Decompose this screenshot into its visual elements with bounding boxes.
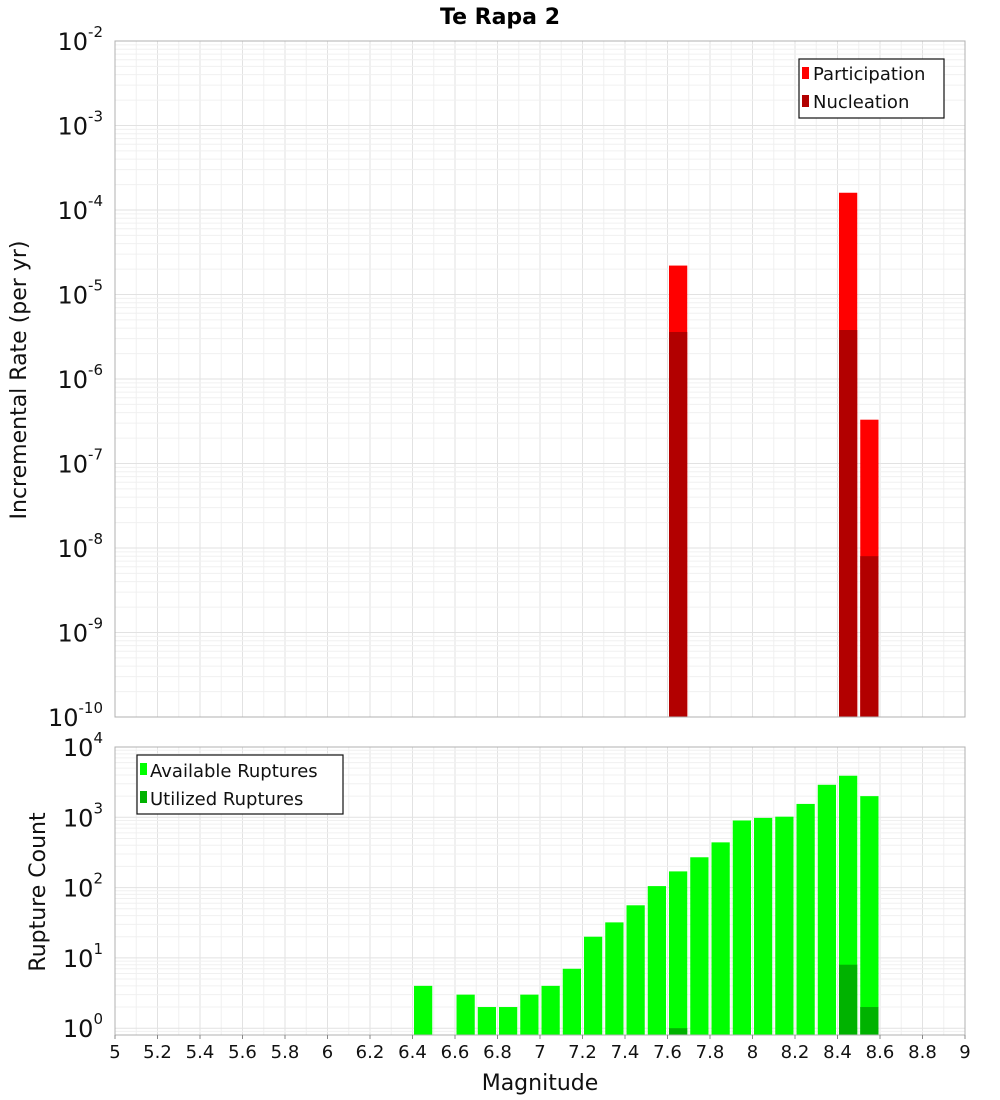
top-legend: Participation Nucleation (798, 58, 945, 119)
x-axis-label: Magnitude (482, 1071, 599, 1096)
bottom-legend-box (136, 754, 344, 815)
x-tick-label: 8.2 (781, 1042, 810, 1063)
x-tick-label: 5.2 (143, 1042, 172, 1063)
x-tick-label: 5.8 (271, 1042, 300, 1063)
bottom-bar-available-ruptures (414, 985, 433, 1035)
legend-label-available: Available Ruptures (150, 761, 318, 782)
x-tick-label: 7.2 (568, 1042, 597, 1063)
x-tick-label: 6.8 (483, 1042, 512, 1063)
legend-label-nucleation: Nucleation (813, 92, 909, 113)
legend-swatch-utilized (140, 791, 147, 803)
bottom-bar-available-ruptures (477, 1007, 496, 1035)
top-y-tick-label: 10-4 (57, 192, 103, 225)
bottom-bar-available-ruptures (605, 922, 624, 1035)
x-tick-label: 7 (534, 1042, 545, 1063)
top-y-axis-label: Incremental Rate (per yr) (7, 241, 32, 520)
bottom-y-tick-label: 100 (63, 1010, 103, 1043)
bottom-bar-available-ruptures (711, 842, 730, 1035)
bottom-bar-available-ruptures (647, 886, 666, 1035)
top-plot-frame (114, 40, 966, 718)
x-tick-label: 6.2 (356, 1042, 385, 1063)
top-y-tick-label: 10-5 (57, 277, 103, 310)
bottom-bar-available-ruptures (541, 985, 560, 1035)
legend-swatch-participation (802, 67, 809, 79)
top-y-ticks: 10-10 10-9 10-8 10-7 10-6 10-5 10-4 10-3 10-2 (48, 23, 103, 732)
bottom-bar-available-ruptures (860, 796, 879, 1035)
bottom-bars (414, 775, 879, 1035)
bottom-legend: Available Ruptures Utilized Ruptures (136, 754, 344, 815)
x-tick-label: 8 (747, 1042, 758, 1063)
x-tick-label: 6.4 (398, 1042, 427, 1063)
bottom-bar-utilized-ruptures (860, 1007, 879, 1035)
bottom-bar-utilized-ruptures (669, 1028, 688, 1035)
x-tick-label: 7.8 (696, 1042, 725, 1063)
bottom-y-ticks: 100 101 102 103 104 (63, 729, 103, 1043)
legend-label-utilized: Utilized Ruptures (150, 789, 303, 810)
bottom-bar-available-ruptures (499, 1007, 518, 1035)
bottom-panel: 100 101 102 103 104 5 5.2 5.4 5.6 5.8 6 6.2 6.4 6.6 6… (26, 729, 971, 1096)
top-y-tick-label: 10-2 (57, 23, 103, 56)
top-bars (669, 192, 879, 717)
bottom-bar-available-ruptures (796, 803, 815, 1035)
top-bar-nucleation (839, 330, 858, 717)
top-y-tick-label: 10-3 (57, 108, 103, 141)
top-y-tick-label: 10-7 (57, 446, 103, 479)
x-tick-label: 8.8 (908, 1042, 937, 1063)
top-y-tick-label: 10-9 (57, 615, 103, 648)
legend-swatch-available (140, 763, 147, 775)
top-bar-nucleation (669, 331, 688, 717)
x-tick-label: 8.4 (823, 1042, 852, 1063)
top-panel: 10-10 10-9 10-8 10-7 10-6 10-5 10-4 10-3 10-2 In… (7, 23, 966, 732)
top-y-tick-label: 10-10 (48, 699, 103, 732)
bottom-y-tick-label: 101 (63, 940, 103, 973)
x-tick-label: 7.6 (653, 1042, 682, 1063)
x-tick-label: 5.6 (228, 1042, 257, 1063)
bottom-bar-available-ruptures (584, 936, 603, 1035)
x-tick-label: 8.6 (866, 1042, 895, 1063)
x-tick-label: 5.4 (186, 1042, 215, 1063)
bottom-bar-available-ruptures (456, 994, 475, 1035)
bottom-y-tick-label: 103 (63, 799, 103, 832)
bottom-bar-available-ruptures (775, 816, 794, 1035)
x-tick-label: 7.4 (611, 1042, 640, 1063)
bottom-bar-available-ruptures (520, 994, 539, 1035)
top-legend-box (798, 58, 945, 119)
x-tick-label: 5 (109, 1042, 120, 1063)
bottom-bar-available-ruptures (754, 817, 773, 1035)
legend-swatch-nucleation (802, 95, 809, 107)
bottom-x-ticks: 5 5.2 5.4 5.6 5.8 6 6.2 6.4 6.6 6.8 7 7.2 7.4 7.6 7.8 8… (109, 1035, 971, 1063)
x-tick-label: 9 (959, 1042, 970, 1063)
x-tick-label: 6.6 (441, 1042, 470, 1063)
top-grid (114, 41, 966, 718)
top-bar-nucleation (860, 556, 879, 717)
top-y-tick-label: 10-8 (57, 530, 103, 563)
bottom-y-tick-label: 104 (63, 729, 103, 762)
x-tick-label: 6 (322, 1042, 333, 1063)
chart-title: Te Rapa 2 (440, 5, 560, 30)
bottom-y-tick-label: 102 (63, 870, 103, 903)
top-y-tick-label: 10-6 (57, 361, 103, 394)
bottom-y-axis-label: Rupture Count (26, 812, 51, 972)
bottom-bar-available-ruptures (669, 871, 688, 1035)
bottom-bar-available-ruptures (562, 968, 581, 1035)
bottom-bar-available-ruptures (626, 905, 645, 1035)
bottom-bar-available-ruptures (690, 857, 709, 1035)
legend-label-participation: Participation (813, 64, 925, 85)
bottom-bar-available-ruptures (732, 820, 751, 1035)
bottom-bar-utilized-ruptures (839, 964, 858, 1035)
bottom-bar-available-ruptures (817, 784, 836, 1035)
